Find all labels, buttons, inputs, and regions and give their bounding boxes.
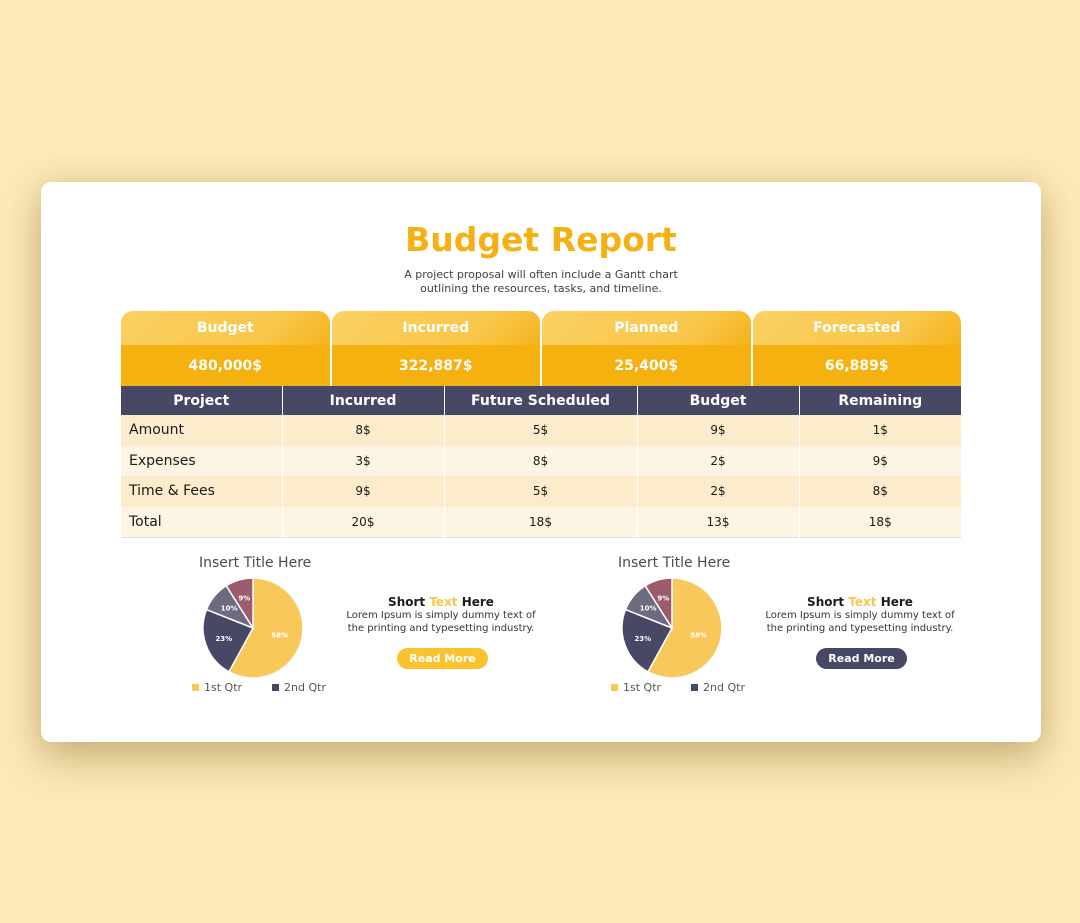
legend-label: 1st Qtr [623, 681, 662, 694]
short-text-heading: Short Text Here [765, 595, 955, 609]
short-text-heading: Short Text Here [346, 595, 536, 609]
pie-slice [646, 577, 723, 679]
summary-card-value: 480,000$ [121, 345, 330, 386]
pie-slice [227, 577, 304, 679]
pie-slice [621, 608, 674, 673]
table-cell: 9$ [636, 415, 799, 446]
pie-slice [644, 577, 673, 631]
table-cell: 13$ [636, 506, 799, 537]
table-cell: 9$ [798, 445, 961, 476]
budget-table: Project Incurred Future Scheduled Budget… [121, 386, 961, 538]
summary-card-incurred: Incurred 322,887$ [331, 311, 540, 386]
slide: Budget Report A project proposal will of… [41, 182, 1041, 742]
summary-card-value: 66,889$ [752, 345, 961, 386]
table-row: Time & Fees 9$ 5$ 2$ 8$ [121, 476, 961, 507]
legend-item: 1st Qtr [611, 681, 661, 694]
short-text-body: Lorem Ipsum is simply dummy text of the … [765, 610, 955, 634]
summary-card-budget: Budget 480,000$ [121, 311, 330, 386]
summary-card-value: 322,887$ [331, 345, 540, 386]
column-header: Budget [636, 386, 799, 415]
table-cell: 9$ [281, 476, 444, 507]
legend-item: 1st Qtr [192, 681, 242, 694]
heading-part: Here [876, 595, 913, 609]
chart-panel-right: Insert Title Here 58% 23% 10% 9% 1st Qtr 2n… [460, 552, 955, 702]
summary-card-planned: Planned 25,400$ [542, 311, 751, 386]
column-header: Project [121, 386, 282, 415]
pie-slice [225, 577, 254, 631]
page-title: Budget Report [405, 220, 677, 259]
chart-legend: 1st Qtr 2nd Qtr [611, 681, 745, 694]
table-cell: 8$ [281, 415, 444, 446]
table-cell: 5$ [443, 415, 637, 446]
table-row: Total 20$ 18$ 13$ 18$ [121, 506, 961, 537]
summary-card-label: Incurred [331, 311, 540, 345]
heading-part: Short [807, 595, 849, 609]
summary-card-value: 25,400$ [542, 345, 751, 386]
legend-swatch [192, 683, 199, 691]
table-cell: Amount [121, 415, 282, 446]
table-cell: 1$ [798, 415, 961, 446]
legend-item: 2nd Qtr [691, 681, 745, 694]
table-cell: Time & Fees [121, 476, 282, 507]
legend-label: 2nd Qtr [284, 681, 326, 694]
legend-swatch [691, 683, 699, 691]
summary-card-forecasted: Forecasted 66,889$ [752, 311, 961, 386]
summary-card-label: Planned [542, 311, 751, 345]
pie-slice-label: 10% [640, 605, 657, 613]
table-cell: Total [121, 506, 282, 537]
pie-chart: 58% 23% 10%9% [621, 577, 723, 679]
table-cell: 20$ [281, 506, 444, 537]
table-row: Amount 8$ 5$ 9$ 1$ [121, 415, 961, 446]
pie-slice-label: 58% [271, 631, 288, 639]
heading-accent: Text [848, 595, 877, 609]
legend-label: 1st Qtr [204, 681, 243, 694]
column-header: Incurred [281, 386, 444, 415]
table-cell: 5$ [443, 476, 637, 507]
pie-chart: 58% 23% 10%9% [202, 577, 304, 679]
table-cell: 2$ [636, 476, 799, 507]
chart-panel-left: Insert Title Here 58% 23% 10% 9% 1st Qtr 2n… [41, 552, 536, 702]
table-cell: 18$ [798, 506, 961, 537]
read-more-button[interactable]: Read More [397, 648, 488, 669]
column-header: Remaining [798, 386, 961, 415]
table-cell: 18$ [443, 506, 637, 537]
read-more-button[interactable]: Read More [816, 648, 907, 669]
legend-swatch [272, 683, 280, 691]
page-subtitle: A project proposal will often include a … [404, 268, 678, 295]
short-text-body: Lorem Ipsum is simply dummy text of the … [346, 610, 536, 634]
summary-card-label: Budget [121, 311, 330, 345]
heading-accent: Text [429, 595, 458, 609]
table-cell: 2$ [636, 445, 799, 476]
pie-slice [202, 608, 255, 673]
summary-cards: Budget 480,000$ Incurred 322,887$ Planne… [121, 311, 961, 386]
pie-slice-label: 9% [657, 595, 669, 603]
pie-slice-label: 58% [690, 631, 707, 639]
pie-slice-label: 23% [634, 635, 651, 643]
pie-slice-label: 9% [238, 595, 250, 603]
chart-title: Insert Title Here [199, 555, 312, 571]
legend-item: 2nd Qtr [272, 681, 326, 694]
heading-part: Short [388, 595, 430, 609]
pie-slice-label: 23% [215, 635, 232, 643]
table-header-row: Project Incurred Future Scheduled Budget… [121, 386, 961, 415]
table-row: Expenses 3$ 8$ 2$ 9$ [121, 445, 961, 476]
chart-legend: 1st Qtr 2nd Qtr [192, 681, 326, 694]
heading-part: Here [457, 595, 494, 609]
table-cell: 3$ [281, 445, 444, 476]
column-header: Future Scheduled [443, 386, 637, 415]
table-cell: 8$ [443, 445, 637, 476]
legend-label: 2nd Qtr [703, 681, 745, 694]
table-cell: Expenses [121, 445, 282, 476]
chart-title: Insert Title Here [618, 555, 731, 571]
table-cell: 8$ [798, 476, 961, 507]
legend-swatch [611, 683, 618, 691]
summary-card-label: Forecasted [752, 311, 961, 345]
pie-slice-label: 10% [221, 605, 238, 613]
